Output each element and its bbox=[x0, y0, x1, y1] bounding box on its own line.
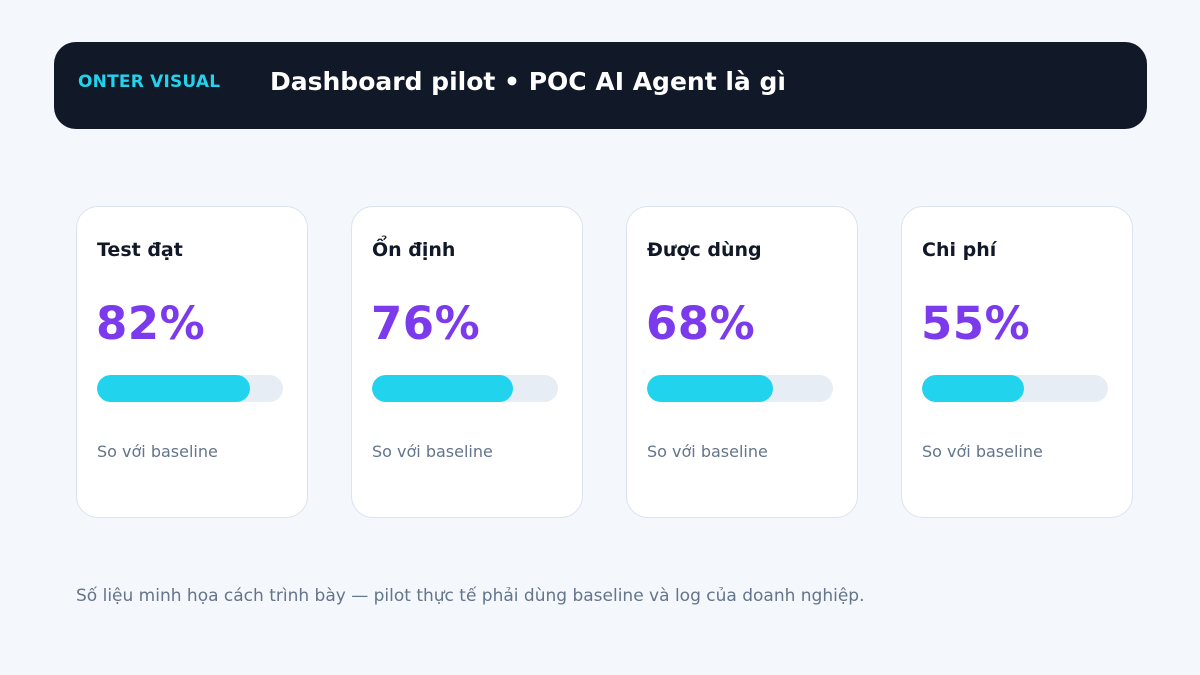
metric-note: So với baseline bbox=[372, 442, 493, 461]
metric-note: So với baseline bbox=[97, 442, 218, 461]
page-title: Dashboard pilot • POC AI Agent là gì bbox=[270, 67, 786, 96]
progress-track bbox=[647, 375, 833, 402]
metric-note: So với baseline bbox=[647, 442, 768, 461]
progress-track bbox=[372, 375, 558, 402]
metric-value: 82% bbox=[96, 297, 206, 350]
metric-value: 76% bbox=[371, 297, 481, 350]
metric-label: Được dùng bbox=[647, 239, 762, 261]
metric-card-test-pass: Test đạt 82% So với baseline bbox=[76, 206, 308, 518]
progress-fill bbox=[97, 375, 250, 402]
progress-fill bbox=[647, 375, 774, 402]
metric-note: So với baseline bbox=[922, 442, 1043, 461]
metric-card-usage: Được dùng 68% So với baseline bbox=[626, 206, 858, 518]
metric-label: Ổn định bbox=[372, 239, 456, 261]
brand-logo-text: ONTER VISUAL bbox=[78, 72, 221, 92]
metric-value: 68% bbox=[646, 297, 756, 350]
metric-value: 55% bbox=[921, 297, 1031, 350]
progress-track bbox=[922, 375, 1108, 402]
header-bar: ONTER VISUAL Dashboard pilot • POC AI Ag… bbox=[54, 42, 1147, 129]
progress-track bbox=[97, 375, 283, 402]
progress-fill bbox=[922, 375, 1025, 402]
metric-label: Chi phí bbox=[922, 239, 997, 261]
metric-card-stability: Ổn định 76% So với baseline bbox=[351, 206, 583, 518]
progress-fill bbox=[372, 375, 514, 402]
metric-card-cost: Chi phí 55% So với baseline bbox=[901, 206, 1133, 518]
footnote: Số liệu minh họa cách trình bày — pilot … bbox=[76, 586, 865, 606]
metric-label: Test đạt bbox=[97, 239, 183, 261]
